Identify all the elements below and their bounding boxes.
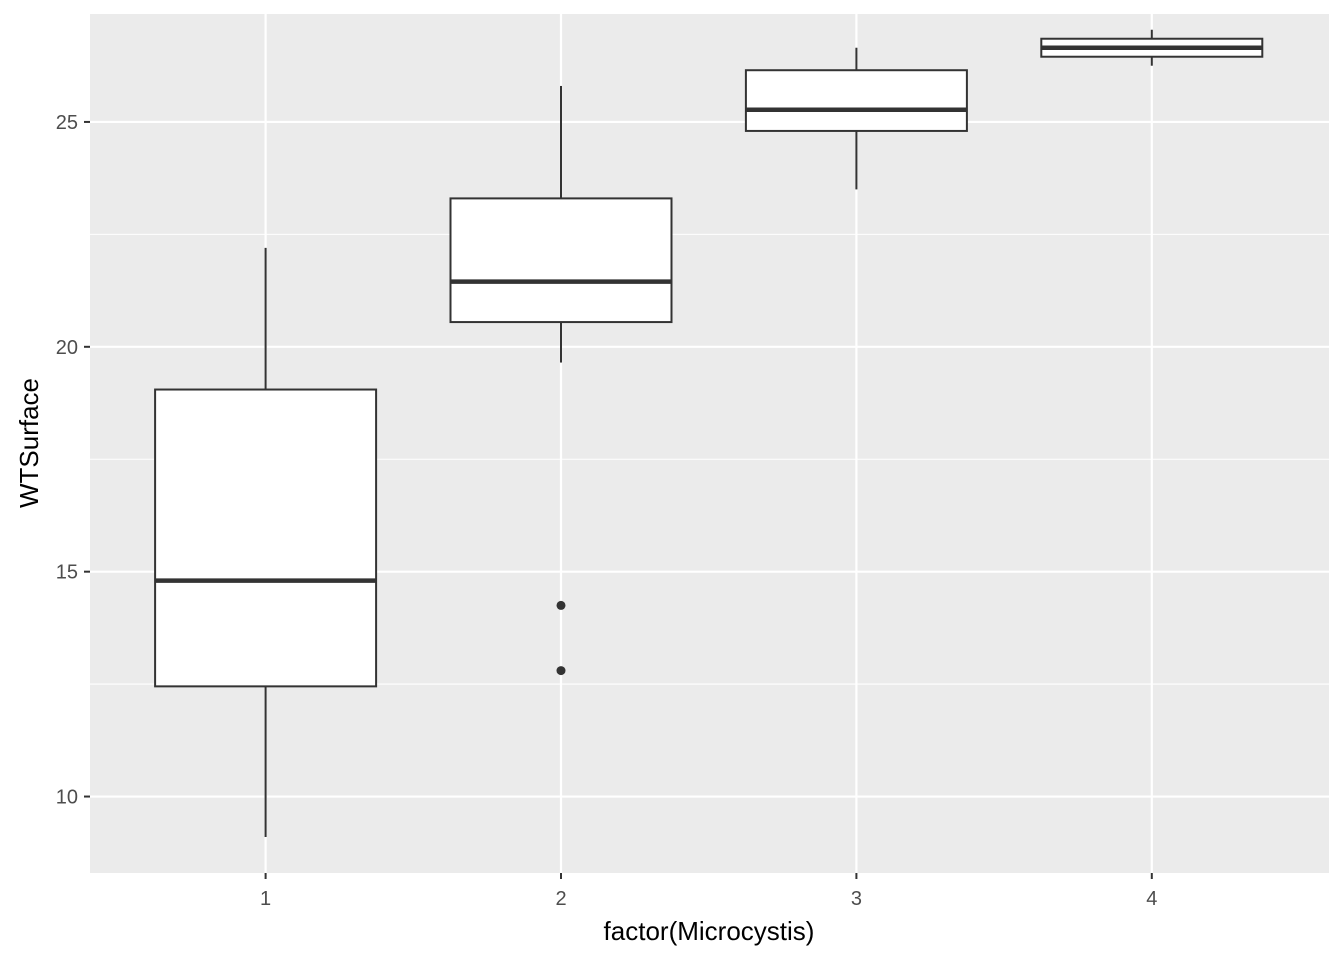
y-tick-label: 25 (56, 112, 78, 134)
x-tick-label: 1 (260, 888, 271, 910)
y-axis: 10 15 20 25 (56, 112, 90, 809)
box-1 (154, 247, 378, 838)
y-tick-label: 15 (56, 562, 78, 584)
box-body (154, 388, 378, 688)
x-tick-label: 2 (555, 888, 566, 910)
box-4 (1040, 29, 1264, 66)
outlier-point (556, 666, 566, 676)
y-tick-label: 20 (56, 337, 78, 359)
y-axis-title: WTSurface (14, 378, 44, 508)
box-body (449, 197, 673, 324)
box-body (744, 69, 968, 132)
x-tick-label: 4 (1146, 888, 1157, 910)
box-3 (744, 47, 968, 190)
y-tick-label: 10 (56, 787, 78, 809)
x-axis: 1 2 3 4 (260, 873, 1157, 910)
outlier-point (556, 600, 566, 610)
box-2 (449, 85, 673, 676)
x-axis-title: factor(Microcystis) (604, 916, 815, 946)
box-series (154, 29, 1264, 838)
x-tick-label: 3 (851, 888, 862, 910)
